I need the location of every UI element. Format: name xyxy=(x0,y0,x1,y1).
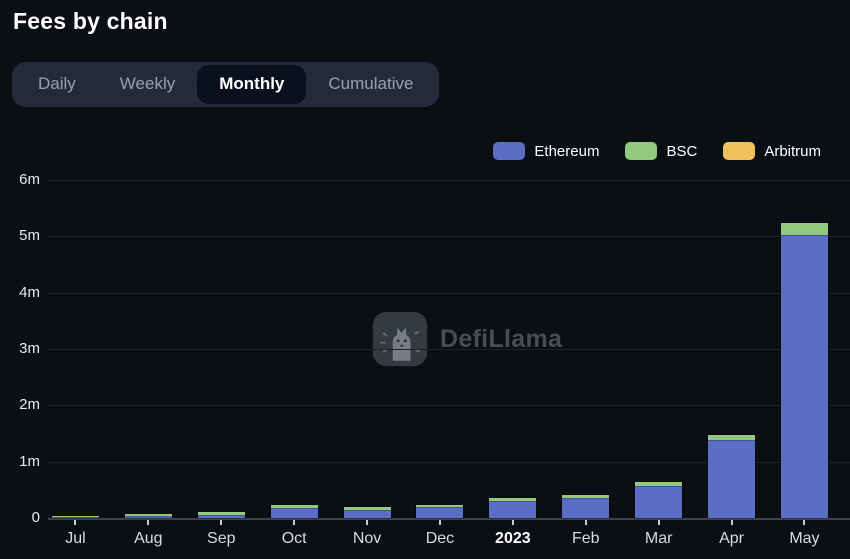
bar-segment-bsc-dec[interactable] xyxy=(416,505,464,508)
x-axis-label-dec: Dec xyxy=(425,530,455,547)
x-axis-tick-aug xyxy=(147,520,150,525)
bar-segment-ethereum-mar[interactable] xyxy=(635,485,683,518)
gridline-5m xyxy=(48,236,850,238)
chart-legend: Ethereum BSC Arbitrum xyxy=(493,142,821,160)
tab-cumulative[interactable]: Cumulative xyxy=(328,74,414,94)
y-axis-label-1m: 1m xyxy=(19,452,40,470)
gridline-6m xyxy=(48,180,850,182)
x-axis-tick-jul xyxy=(74,520,77,525)
bar-segment-bsc-2023[interactable] xyxy=(489,497,537,502)
x-axis-label-2023: 2023 xyxy=(495,530,531,547)
y-axis-label-0: 0 xyxy=(31,509,40,526)
x-axis-label-oct: Oct xyxy=(281,530,307,547)
x-axis-label-may: May xyxy=(789,530,820,547)
x-axis-tick-oct xyxy=(293,520,296,525)
x-axis-label-jul: Jul xyxy=(65,530,86,547)
x-axis-label-sep: Sep xyxy=(207,530,236,547)
defillama-llama-icon xyxy=(372,311,428,367)
bar-segment-ethereum-jul[interactable] xyxy=(51,517,99,518)
y-axis-label-2m: 2m xyxy=(19,396,40,414)
x-axis-label-nov: Nov xyxy=(352,530,382,547)
tab-monthly[interactable]: Monthly xyxy=(198,66,306,103)
bar-segment-bsc-oct[interactable] xyxy=(270,505,318,508)
gridline-2m xyxy=(48,405,850,407)
y-axis-label-6m: 6m xyxy=(19,171,40,189)
fees-bar-chart: DefiLlama 0 1m 2m 3m 4m 5m 6m Jul Aug Sep Oct Nov De… xyxy=(0,170,850,559)
legend-swatch-ethereum xyxy=(493,142,526,160)
x-axis-label-aug: Aug xyxy=(134,530,163,547)
watermark-wordmark: DefiLlama xyxy=(440,324,563,353)
y-axis-label-5m: 5m xyxy=(19,227,40,245)
bar-segment-bsc-mar[interactable] xyxy=(635,481,683,486)
bar-segment-ethereum-2023[interactable] xyxy=(489,501,537,518)
bar-segment-ethereum-may[interactable] xyxy=(780,235,828,518)
bar-segment-bsc-may[interactable] xyxy=(780,222,828,236)
legend-label-arbitrum: Arbitrum xyxy=(764,142,821,160)
x-axis-label-apr: Apr xyxy=(719,530,744,547)
gridline-4m xyxy=(48,292,850,294)
legend-label-bsc: BSC xyxy=(666,142,698,160)
x-axis-tick-apr xyxy=(730,520,733,525)
x-axis-tick-2023 xyxy=(511,520,514,525)
defillama-watermark: DefiLlama xyxy=(371,310,562,368)
bar-segment-bsc-jul[interactable] xyxy=(51,516,99,517)
bar-segment-bsc-apr[interactable] xyxy=(708,434,756,441)
y-axis-label-4m: 4m xyxy=(19,283,40,301)
bar-segment-ethereum-apr[interactable] xyxy=(708,440,756,518)
legend-swatch-arbitrum xyxy=(723,142,756,160)
legend-item-bsc[interactable]: BSC xyxy=(625,142,697,160)
x-axis-tick-dec xyxy=(438,520,441,525)
bar-segment-ethereum-feb[interactable] xyxy=(562,498,610,518)
x-axis-tick-sep xyxy=(220,520,223,525)
page-title: Fees by chain xyxy=(13,8,168,34)
tab-daily[interactable]: Daily xyxy=(38,74,76,94)
bar-segment-bsc-aug[interactable] xyxy=(124,514,172,516)
gridline-3m xyxy=(48,349,850,350)
x-axis-label-feb: Feb xyxy=(571,530,600,547)
bar-segment-ethereum-aug[interactable] xyxy=(124,515,172,518)
y-axis-label-3m: 3m xyxy=(19,340,40,357)
time-range-tabbar: Daily Weekly Monthly Cumulative xyxy=(12,62,440,107)
bar-segment-ethereum-dec[interactable] xyxy=(416,507,464,518)
bar-segment-ethereum-sep[interactable] xyxy=(197,514,245,518)
x-axis-label-mar: Mar xyxy=(644,530,673,547)
gridline-1m xyxy=(48,461,850,463)
bar-segment-bsc-sep[interactable] xyxy=(197,512,245,515)
x-axis-line xyxy=(48,518,850,520)
x-axis-tick-feb xyxy=(584,520,587,525)
x-axis-tick-mar xyxy=(657,520,660,525)
bar-segment-ethereum-nov[interactable] xyxy=(343,509,391,518)
tab-weekly[interactable]: Weekly xyxy=(119,74,176,94)
bar-segment-bsc-nov[interactable] xyxy=(343,506,391,510)
bar-segment-ethereum-oct[interactable] xyxy=(270,507,318,518)
x-axis-tick-may xyxy=(803,520,806,525)
legend-swatch-bsc xyxy=(625,142,658,160)
bar-segment-bsc-feb[interactable] xyxy=(562,494,610,499)
legend-item-arbitrum[interactable]: Arbitrum xyxy=(723,142,821,160)
x-axis-tick-nov xyxy=(366,520,369,525)
legend-item-ethereum[interactable]: Ethereum xyxy=(493,142,599,160)
legend-label-ethereum: Ethereum xyxy=(534,142,600,160)
